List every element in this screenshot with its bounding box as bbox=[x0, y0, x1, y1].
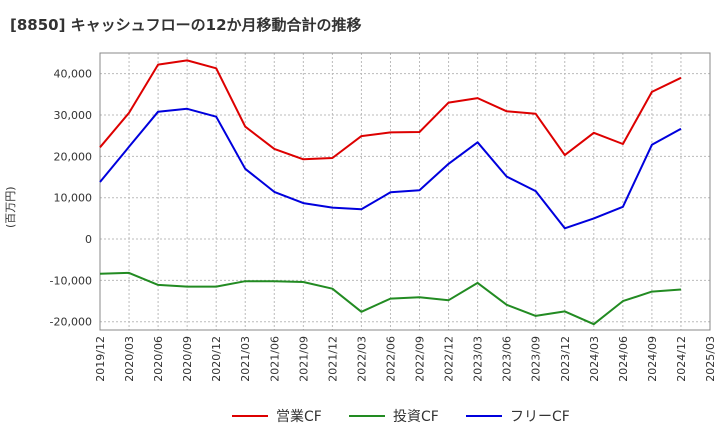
x-tick-label: 2024/03 bbox=[588, 336, 601, 382]
x-tick-label: 2023/06 bbox=[501, 336, 514, 382]
legend-label-investing-cf: 投資CF bbox=[393, 409, 439, 425]
legend: 営業CF 投資CF フリーCF bbox=[0, 400, 720, 430]
x-tick-label: 2022/03 bbox=[355, 336, 368, 382]
legend-swatch-investing-cf bbox=[349, 415, 385, 417]
grid-layer bbox=[99, 53, 711, 330]
y-tick-label: -20,000 bbox=[50, 316, 92, 329]
x-tick-label: 2023/09 bbox=[530, 336, 543, 382]
x-tick-label: 2024/06 bbox=[617, 336, 630, 382]
legend-item-free-cf: フリーCF bbox=[466, 406, 570, 426]
y-tick-label: -10,000 bbox=[50, 274, 92, 287]
x-tick-label: 2023/12 bbox=[559, 336, 572, 382]
x-tick-label: 2020/12 bbox=[210, 336, 223, 382]
x-tick-label: 2022/06 bbox=[384, 336, 397, 382]
legend-label-operating-cf: 営業CF bbox=[276, 409, 322, 425]
y-tick-labels: -20,000 -10,000 0 10,000 20,000 30,000 40,000 bbox=[50, 68, 92, 329]
x-tick-label: 2021/03 bbox=[239, 336, 252, 382]
x-tick-label: 2022/12 bbox=[443, 336, 456, 382]
plot-frame bbox=[99, 52, 711, 331]
x-tick-label: 2021/06 bbox=[268, 336, 281, 382]
y-tick-label: 20,000 bbox=[54, 150, 93, 163]
x-tick-label: 2019/12 bbox=[94, 336, 107, 382]
y-tick-label: 10,000 bbox=[54, 192, 93, 205]
y-tick-label: 40,000 bbox=[54, 68, 93, 81]
x-tick-label: 2023/03 bbox=[472, 336, 485, 382]
x-tick-label: 2022/09 bbox=[414, 336, 427, 382]
series-line-0 bbox=[99, 59, 682, 161]
y-tick-label: 30,000 bbox=[54, 109, 93, 122]
series-line-2 bbox=[99, 107, 682, 230]
legend-item-operating-cf: 営業CF bbox=[232, 406, 322, 426]
legend-swatch-free-cf bbox=[466, 415, 502, 417]
legend-swatch-operating-cf bbox=[232, 415, 268, 417]
x-tick-label: 2020/09 bbox=[181, 336, 194, 382]
legend-item-investing-cf: 投資CF bbox=[349, 406, 439, 426]
x-tick-label: 2021/12 bbox=[326, 336, 339, 382]
series-layer bbox=[99, 59, 682, 326]
x-tick-label: 2020/06 bbox=[152, 336, 165, 382]
plot-area: -20,000-10,000010,00020,00030,00040,000 … bbox=[50, 52, 717, 382]
x-tick-label: 2024/09 bbox=[646, 336, 659, 382]
x-tick-label: 2025/03 bbox=[704, 336, 717, 382]
series-line-1 bbox=[99, 271, 682, 326]
x-tick-labels: 2019/12 2020/03 2020/06 2020/09 2020/12 2021/… bbox=[94, 336, 717, 382]
x-tick-label: 2020/03 bbox=[123, 336, 136, 382]
y-tick-label: 0 bbox=[85, 233, 92, 246]
x-tick-label: 2021/09 bbox=[297, 336, 310, 382]
chart-title: [8850] キャッシュフローの12か月移動合計の推移 bbox=[10, 16, 362, 34]
legend-label-free-cf: フリーCF bbox=[510, 409, 570, 425]
x-tick-label: 2024/12 bbox=[675, 336, 688, 382]
